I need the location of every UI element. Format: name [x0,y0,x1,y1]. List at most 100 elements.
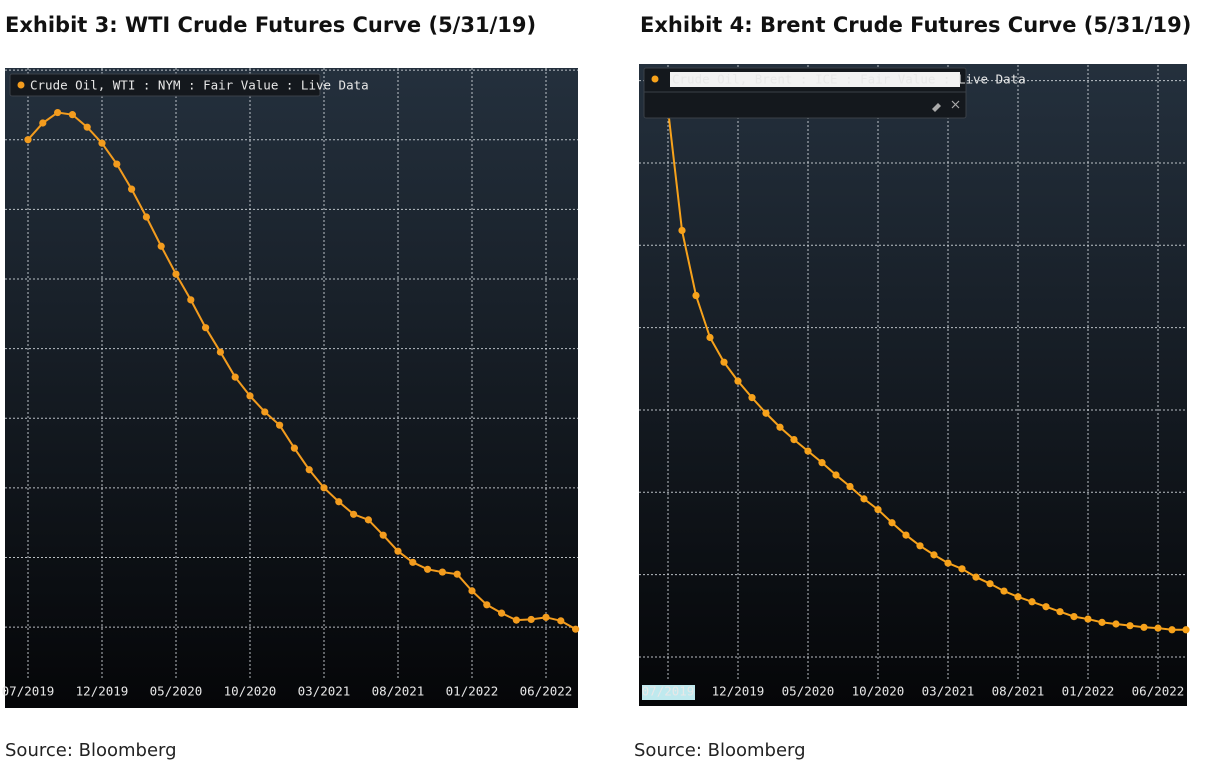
chart-title: Exhibit 4: Brent Crude Futures Curve (5/… [640,13,1191,37]
point [1084,615,1092,623]
chart-title: Exhibit 3: WTI Crude Futures Curve (5/31… [5,13,536,37]
point [320,484,328,492]
point [1168,626,1176,634]
x-tick-label: 07/2019 [642,684,695,699]
point [231,373,239,381]
point [678,226,686,235]
point [1098,618,1106,626]
point [83,123,91,131]
x-tick-label: 03/2021 [298,684,351,699]
point [930,551,938,559]
point [818,459,826,467]
x-tick-label: 08/2021 [992,684,1045,699]
panel: Exhibit 4: Brent Crude Futures Curve (5/… [634,13,1191,761]
x-tick-label: 01/2022 [1062,684,1115,699]
x-tick-label: 05/2020 [150,684,203,699]
point [888,519,896,527]
point [902,531,910,539]
point [916,542,924,550]
point [54,108,62,117]
legend-marker [651,75,659,83]
close-icon [951,100,960,109]
point [468,587,476,595]
x-tick-label: 01/2022 [446,684,499,699]
point [276,421,284,429]
source: Source: Bloomberg [5,740,177,761]
x-tick-label: 10/2020 [852,684,905,699]
tick-highlight [642,685,695,700]
x-tick-label: 03/2021 [922,684,975,699]
point [527,615,535,624]
point [1070,613,1078,621]
x-tick-label: 12/2019 [712,684,765,699]
point [394,547,402,555]
point [1112,620,1120,628]
pin-icon [932,103,941,112]
point [986,580,994,588]
point [246,392,254,400]
point [187,296,195,304]
point [483,601,491,609]
x-tick-label: 07/2019 [2,684,55,699]
point [790,435,798,444]
point [305,466,313,474]
legend-highlight [670,72,960,87]
point [734,377,742,385]
point [128,185,136,193]
source: Source: Bloomberg [634,740,806,761]
plot-background [639,64,1187,706]
point [453,570,461,578]
point [572,625,580,633]
point [68,111,76,119]
point [142,213,150,221]
x-tick-label: 05/2020 [782,684,835,699]
legend-box [9,73,321,97]
point [261,408,269,416]
point [748,394,756,402]
point [804,447,812,455]
point [202,324,210,332]
point [438,568,446,576]
point [512,616,521,624]
plot-background [5,68,578,708]
legend-marker [17,81,25,89]
panel: Exhibit 3: WTI Crude Futures Curve (5/31… [2,13,580,761]
legend-label: Crude Oil, Brent : ICE : Fair Value : Li… [672,72,1026,87]
point [944,559,952,567]
point [706,333,714,342]
point [972,573,980,581]
x-tick-label: 12/2019 [76,684,129,699]
point [1182,626,1190,634]
point [409,558,417,566]
point [379,531,387,539]
point [1042,603,1050,611]
x-tick-label: 06/2022 [520,684,573,699]
point [776,423,784,431]
x-tick-label: 06/2022 [1132,684,1185,699]
point [1056,608,1064,616]
point [24,136,32,144]
legend-label: Crude Oil, WTI : NYM : Fair Value : Live… [30,78,369,93]
point [762,409,770,417]
point [1000,587,1008,595]
point [113,160,121,168]
point [498,609,506,617]
point [424,565,432,573]
point [1140,623,1148,631]
x-tick-label: 10/2020 [224,684,277,699]
point [720,358,728,366]
point [832,471,840,479]
point [350,510,358,518]
point [874,505,882,514]
point [290,444,298,452]
point [98,139,106,147]
point [216,348,224,356]
point [860,495,868,503]
point [172,270,180,278]
point [692,291,700,300]
point [364,516,372,524]
point [542,613,550,621]
point [1028,598,1036,606]
point [335,498,343,506]
